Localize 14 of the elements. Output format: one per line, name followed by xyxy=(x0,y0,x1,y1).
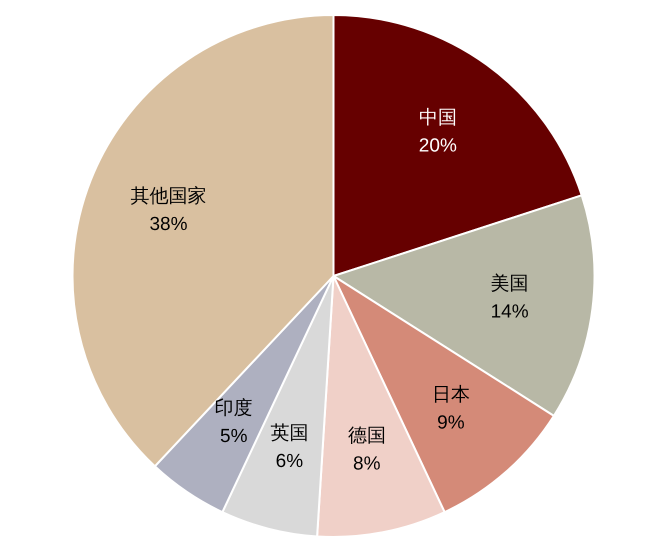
data-label: 5% xyxy=(220,426,248,448)
data-label: 20% xyxy=(418,136,457,157)
slice-label: 德国 xyxy=(348,426,386,447)
slice-label: 印度 xyxy=(214,397,253,420)
data-label: 9% xyxy=(437,412,465,434)
data-label: 38% xyxy=(149,214,188,235)
slice-label: 中国 xyxy=(418,108,457,129)
slice-label: 美国 xyxy=(490,272,529,294)
slice-label: 英国 xyxy=(270,423,308,444)
data-label: 6% xyxy=(276,451,304,472)
slice-label: 其他国家 xyxy=(130,184,206,207)
data-label: 8% xyxy=(353,454,381,475)
data-label: 14% xyxy=(490,301,529,322)
slice-label: 日本 xyxy=(432,384,470,406)
